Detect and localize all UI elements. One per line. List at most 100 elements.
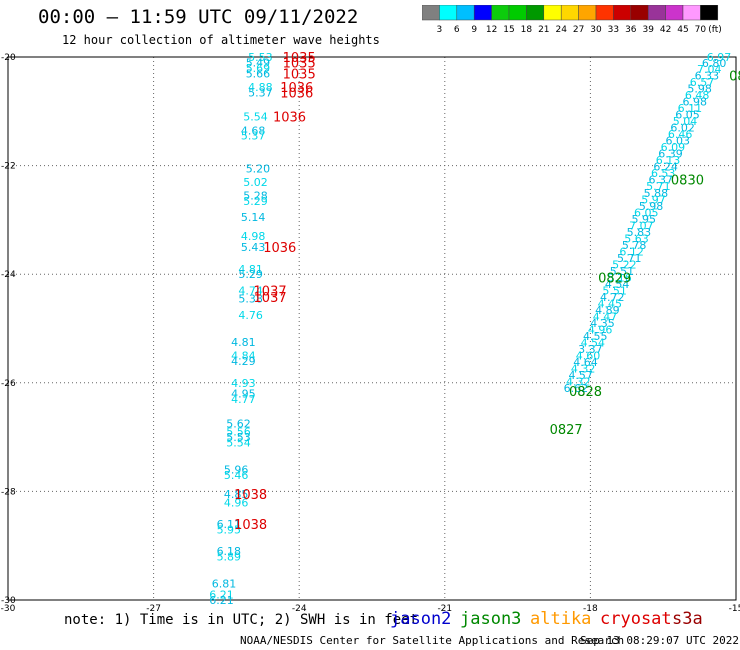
data-point: 5.54 xyxy=(243,111,268,124)
data-point: 6.03 xyxy=(666,135,691,148)
data-point: 4.89 xyxy=(595,304,620,317)
data-point: 4.84 xyxy=(231,350,256,363)
time-label: 1037 xyxy=(254,291,287,306)
data-point: 6.21 xyxy=(209,594,234,607)
colorbar-label: 45 xyxy=(677,25,688,35)
timestamp: Sep 13 08:29:07 UTC 2022 xyxy=(580,634,739,647)
data-point: 5.29 xyxy=(243,195,268,208)
data-point: 4.54 xyxy=(581,337,606,350)
data-point: 5.14 xyxy=(241,211,266,224)
data-point: 4.32 xyxy=(571,363,596,376)
data-point: 6.39 xyxy=(658,148,683,161)
data-point: 4.96 xyxy=(588,324,613,337)
data-point: 5.71 xyxy=(617,252,642,265)
data-point: 4.72 xyxy=(600,291,625,304)
data-point: 7.07 xyxy=(629,219,654,232)
x-tick-label: -21 xyxy=(437,604,452,612)
data-point: 4.74 xyxy=(238,284,263,297)
data-point: 5.20 xyxy=(246,162,271,175)
colorbar-label: 70 xyxy=(695,25,707,35)
credit-text: NOAA/NESDIS Center for Satellite Applica… xyxy=(240,634,625,647)
time-label: 0830 xyxy=(671,174,704,189)
data-point: 5.66 xyxy=(246,67,271,80)
data-point: 5.51 xyxy=(602,284,627,297)
colorbar-label: 6 xyxy=(454,25,460,35)
time-label: 1037 xyxy=(254,284,287,299)
colorbar-label: 27 xyxy=(573,25,584,35)
legend-cryosat: cryosat xyxy=(600,609,672,629)
footer-note: note: 1) Time is in UTC; 2) SWH is in fe… xyxy=(64,612,419,628)
legend-altika: altika xyxy=(530,609,592,629)
data-point: 5.98 xyxy=(639,200,664,213)
data-point: 4.64 xyxy=(573,356,598,369)
x-tick-label: -18 xyxy=(583,604,598,612)
colorbar-label: 18 xyxy=(521,25,533,35)
data-point: 5.37 xyxy=(248,86,273,99)
data-point: 6.02 xyxy=(670,122,695,135)
data-point: 4.81 xyxy=(238,263,263,276)
data-point: 4.68 xyxy=(241,124,266,137)
x-tick-label: -15 xyxy=(729,604,740,612)
data-point: 6.62 xyxy=(564,382,589,395)
data-point: 4.47 xyxy=(593,311,618,324)
data-point: 6.12 xyxy=(619,245,644,258)
data-point: 4.85 xyxy=(224,488,249,501)
time-label: 1038 xyxy=(234,488,267,503)
colorbar-label: 42 xyxy=(660,25,671,35)
data-point: 6.24 xyxy=(653,161,678,174)
time-label: 1035 xyxy=(283,56,316,71)
data-point: 6.98 xyxy=(682,96,707,109)
data-point: 6.57 xyxy=(690,76,715,89)
data-point: 5.53 xyxy=(248,51,273,64)
data-point: 5.28 xyxy=(243,189,268,202)
page-subtitle: 12 hour collection of altimeter wave hei… xyxy=(62,33,380,47)
data-point: 5.37 xyxy=(241,130,266,143)
colorbar-label: 21 xyxy=(538,25,549,35)
data-point: 4.57 xyxy=(568,369,593,382)
data-point: 4.77 xyxy=(231,393,256,406)
time-label: 0829 xyxy=(598,271,631,286)
colorbar-label: 36 xyxy=(625,25,637,35)
data-point: 5.49 xyxy=(246,56,271,69)
data-point: 5.95 xyxy=(632,213,657,226)
data-point: 5.51 xyxy=(610,265,635,278)
colorbar-swatch xyxy=(700,5,719,21)
data-point: 5.69 xyxy=(246,62,271,75)
data-point: 4.29 xyxy=(231,355,256,368)
x-tick-label: -30 xyxy=(1,604,16,612)
data-point: 6.48 xyxy=(685,89,710,102)
data-point: 4.54 xyxy=(605,278,630,291)
data-point: 3.37 xyxy=(578,343,603,356)
colorbar-unit: (ft) xyxy=(708,25,722,35)
data-point: 4.98 xyxy=(241,230,266,243)
data-point: 5.29 xyxy=(238,268,263,281)
colorbar-label: 9 xyxy=(471,25,477,35)
data-point: 4.93 xyxy=(231,377,256,390)
legend-s3a: s3a xyxy=(672,609,703,629)
colorbar-label: 30 xyxy=(590,25,602,35)
data-point: 4.76 xyxy=(238,309,263,322)
data-point: 4.32 xyxy=(566,376,591,389)
data-point: 4.95 xyxy=(231,388,256,401)
data-point: 5.43 xyxy=(241,241,266,254)
time-label: 1035 xyxy=(283,51,316,66)
data-point: 4.60 xyxy=(576,350,601,363)
x-tick-label: -24 xyxy=(292,604,307,612)
colorbar-label: 33 xyxy=(608,25,619,35)
data-point: 4.81 xyxy=(231,336,256,349)
data-point: 6.13 xyxy=(656,154,681,167)
time-label: 0828 xyxy=(569,385,602,400)
time-label: 1036 xyxy=(280,81,313,96)
data-point: 6.97 xyxy=(707,51,732,64)
data-point: 5.02 xyxy=(243,176,268,189)
data-point: 6.11 xyxy=(217,518,242,531)
data-point: 4.55 xyxy=(583,330,608,343)
page-title: 00:00 – 11:59 UTC 09/11/2022 xyxy=(38,6,359,28)
data-point: 5.56 xyxy=(226,426,251,439)
time-label: 0827 xyxy=(550,423,583,438)
colorbar-label: 12 xyxy=(486,25,497,35)
time-label: 1036 xyxy=(263,241,296,256)
data-point: 5.38 xyxy=(238,293,263,306)
colorbar-label: 39 xyxy=(642,25,654,35)
y-tick-label: -30 xyxy=(1,596,16,606)
